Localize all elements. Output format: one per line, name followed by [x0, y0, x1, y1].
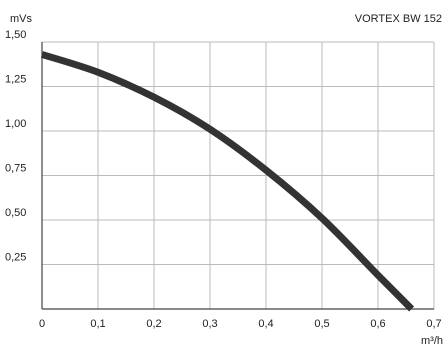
x-tick-label: 0,7: [426, 318, 441, 330]
y-tick-label: 1,50: [5, 29, 26, 41]
chart-title: VORTEX BW 152: [355, 13, 442, 25]
y-tick-label: 1,25: [5, 74, 26, 86]
x-tick-label: 0,1: [90, 318, 105, 330]
x-tick-label: 0: [39, 318, 45, 330]
x-axis-label: m³/h: [421, 335, 443, 346]
y-tick-label: 0,25: [5, 252, 26, 264]
x-tick-label: 0,5: [314, 318, 329, 330]
x-tick-label: 0,2: [146, 318, 161, 330]
y-tick-label: 0,50: [5, 207, 26, 219]
x-tick-label: 0,3: [202, 318, 217, 330]
x-tick-label: 0,6: [370, 318, 385, 330]
chart-series: [40, 51, 415, 312]
x-tick-label: 0,4: [258, 318, 273, 330]
chart-ticks: 0 0,1 0,2 0,3 0,4 0,5 0,6 0,7 0,25 0,50 0,75 1,00 1,…: [5, 29, 442, 330]
chart-axes: [41, 42, 434, 310]
y-tick-label: 0,75: [5, 163, 26, 175]
y-tick-label: 1,00: [5, 118, 26, 130]
chart-grid: [42, 41, 435, 309]
series-line: [40, 51, 415, 312]
y-axis-label: mVs: [10, 13, 33, 25]
